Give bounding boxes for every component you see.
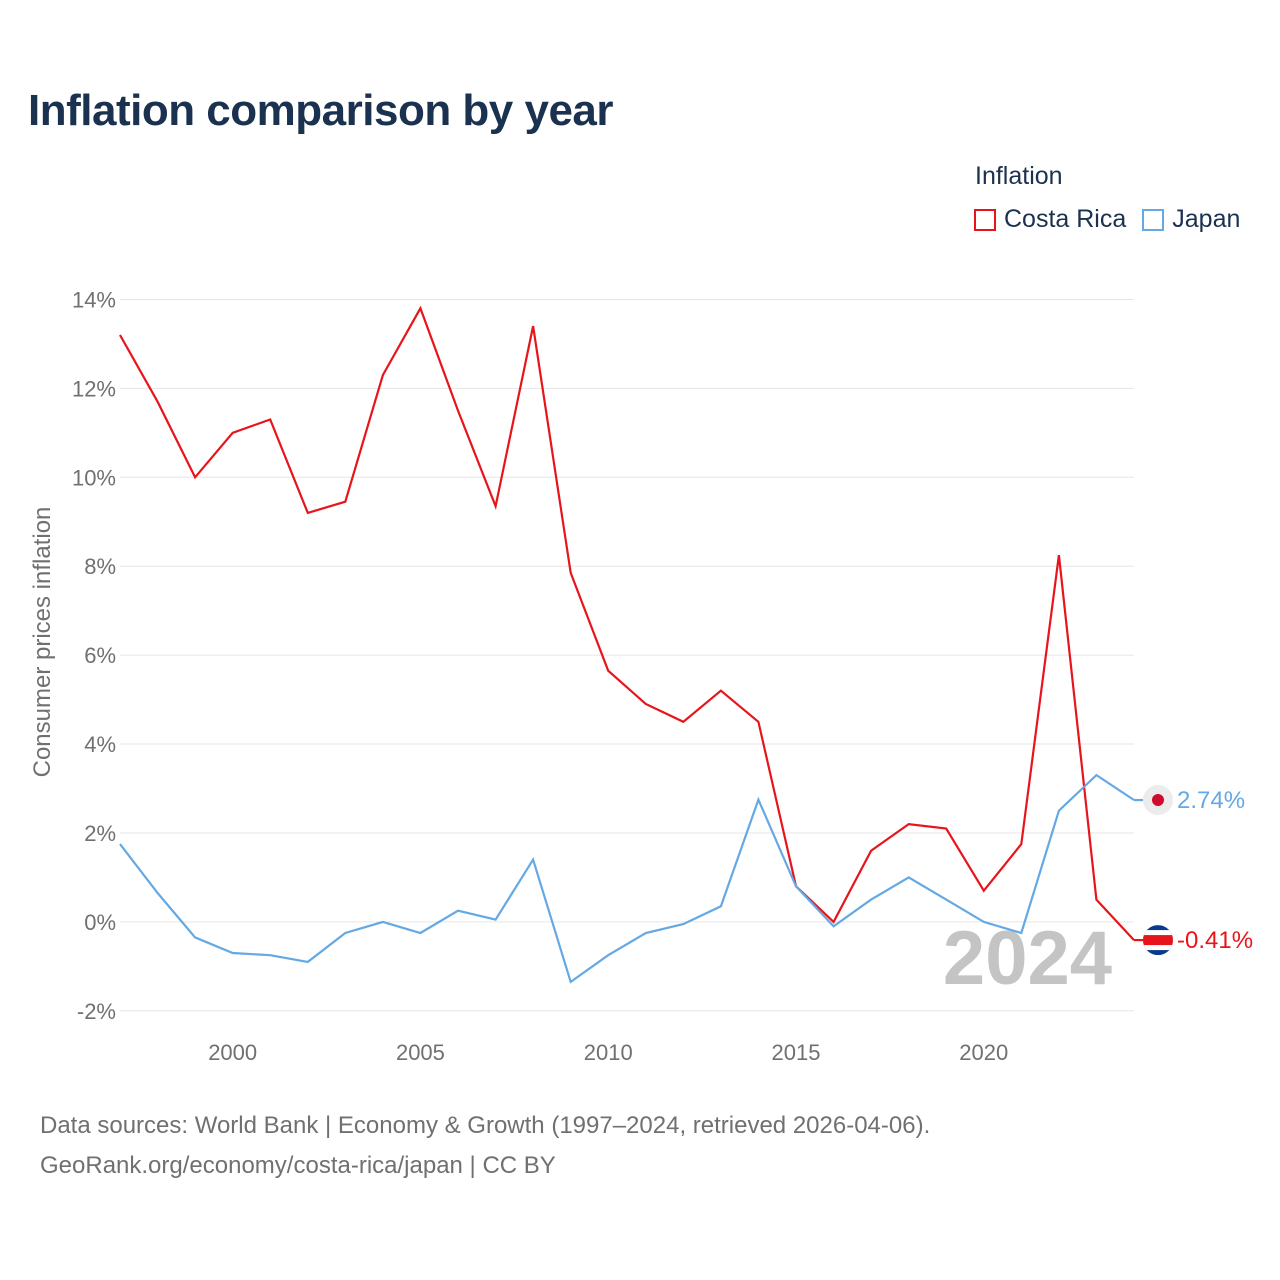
source-note: Data sources: World Bank | Economy & Gro… xyxy=(40,1106,930,1186)
legend-swatch-costa-rica xyxy=(974,208,996,231)
end-value-label: 2.74% xyxy=(1177,787,1245,814)
japan-flag-icon xyxy=(1143,785,1173,816)
chart-title: Inflation comparison by year xyxy=(28,86,614,135)
legend-label-japan: Japan xyxy=(1172,205,1241,233)
x-tick-label: 2020 xyxy=(959,1040,1008,1065)
x-tick-label: 2010 xyxy=(584,1040,633,1065)
end-value-label: -0.41% xyxy=(1177,927,1253,954)
y-tick-label: 12% xyxy=(72,376,116,401)
legend-title: Inflation xyxy=(975,162,1063,190)
x-tick-label: 2000 xyxy=(208,1040,257,1065)
x-tick-label: 2015 xyxy=(772,1040,821,1065)
y-axis-ticks: -2% 0% 2% 4% 6% 8% 10% 12% 14% xyxy=(72,287,116,1023)
legend-item-japan[interactable]: Japan xyxy=(1142,205,1240,234)
legend-label-costa-rica: Costa Rica xyxy=(1004,205,1127,233)
y-tick-label: 4% xyxy=(84,732,116,757)
y-tick-label: 14% xyxy=(72,287,116,312)
y-tick-label: 2% xyxy=(84,821,116,846)
x-axis-ticks: 2000 2005 2010 2015 2020 xyxy=(208,1040,1008,1065)
series-group xyxy=(119,305,1135,984)
grid-lines xyxy=(120,298,1134,1012)
legend-item-costa-rica[interactable]: Costa Rica xyxy=(974,205,1126,234)
y-tick-label: 8% xyxy=(84,554,116,579)
y-axis-label: Consumer prices inflation xyxy=(29,507,56,778)
year-watermark: 2024 xyxy=(943,916,1112,1001)
y-tick-label: -2% xyxy=(77,999,116,1024)
series-end-markers: -0.41% 2.74% xyxy=(1134,785,1253,956)
legend: Costa Rica Japan xyxy=(974,205,1256,234)
series-line-costa-rica xyxy=(119,305,1135,941)
y-tick-label: 0% xyxy=(84,910,116,935)
x-tick-label: 2005 xyxy=(396,1040,445,1065)
legend-swatch-japan xyxy=(1142,208,1165,231)
source-line-1: Data sources: World Bank | Economy & Gro… xyxy=(40,1112,931,1139)
y-tick-label: 10% xyxy=(72,465,116,490)
flag-stripes xyxy=(1143,925,1173,956)
costa-rica-flag-icon xyxy=(1143,925,1173,956)
series-line-japan xyxy=(119,773,1135,984)
flag-sun xyxy=(1152,794,1164,807)
source-line-2[interactable]: GeoRank.org/economy/costa-rica/japan | C… xyxy=(40,1152,556,1179)
y-tick-label: 6% xyxy=(84,643,116,668)
